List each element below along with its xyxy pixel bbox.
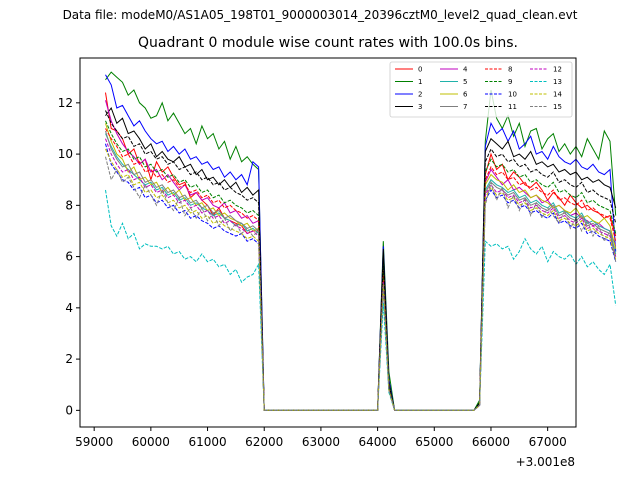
x-tick-label: 61000 <box>188 435 226 449</box>
legend-label-1: 1 <box>418 78 422 86</box>
legend-label-14: 14 <box>553 91 562 99</box>
legend-label-8: 8 <box>508 66 512 74</box>
chart-title: Quadrant 0 module wise count rates with … <box>138 35 518 51</box>
x-tick-label: 60000 <box>132 435 170 449</box>
legend-label-6: 6 <box>463 91 468 99</box>
y-tick-label: 10 <box>58 147 73 161</box>
y-tick-label: 8 <box>65 198 73 212</box>
legend-label-5: 5 <box>463 78 467 86</box>
legend-label-15: 15 <box>553 103 562 111</box>
y-tick-label: 6 <box>65 250 73 264</box>
legend-box <box>389 61 573 118</box>
series-line-11 <box>105 110 617 411</box>
y-tick-label: 12 <box>58 96 73 110</box>
legend-label-11: 11 <box>508 103 517 111</box>
x-tick-label: 67000 <box>529 435 567 449</box>
series-line-15 <box>105 156 617 411</box>
legend-label-12: 12 <box>553 66 562 74</box>
y-tick-label: 2 <box>65 352 73 366</box>
x-tick-label: 63000 <box>302 435 340 449</box>
legend-label-0: 0 <box>418 66 422 74</box>
y-tick-label: 4 <box>65 301 73 315</box>
legend-label-3: 3 <box>418 103 422 111</box>
plot-area <box>80 58 576 427</box>
y-tick-label: 0 <box>65 403 73 417</box>
x-axis: 59000 60000 61000 62000 63000 64000 65000 66000… <box>75 427 567 449</box>
y-axis: 0 2 4 6 8 10 12 <box>58 96 80 417</box>
legend-label-2: 2 <box>418 91 422 99</box>
legend-label-9: 9 <box>508 78 512 86</box>
legend-label-7: 7 <box>463 103 467 111</box>
legend-label-4: 4 <box>463 66 468 74</box>
legend-label-10: 10 <box>508 91 517 99</box>
x-tick-label: 62000 <box>245 435 283 449</box>
x-tick-label: 65000 <box>415 435 453 449</box>
legend-label-13: 13 <box>553 78 562 86</box>
x-tick-label: 64000 <box>359 435 397 449</box>
x-offset-label: +3.001e8 <box>516 455 575 469</box>
series-line-10 <box>105 143 617 411</box>
series-layer <box>105 71 617 411</box>
plot-frame <box>79 57 577 428</box>
x-tick-label: 66000 <box>472 435 510 449</box>
figure-suptitle: Data file: modeM0/AS1A05_198T01_90000030… <box>62 8 578 22</box>
x-tick-label: 59000 <box>75 435 113 449</box>
